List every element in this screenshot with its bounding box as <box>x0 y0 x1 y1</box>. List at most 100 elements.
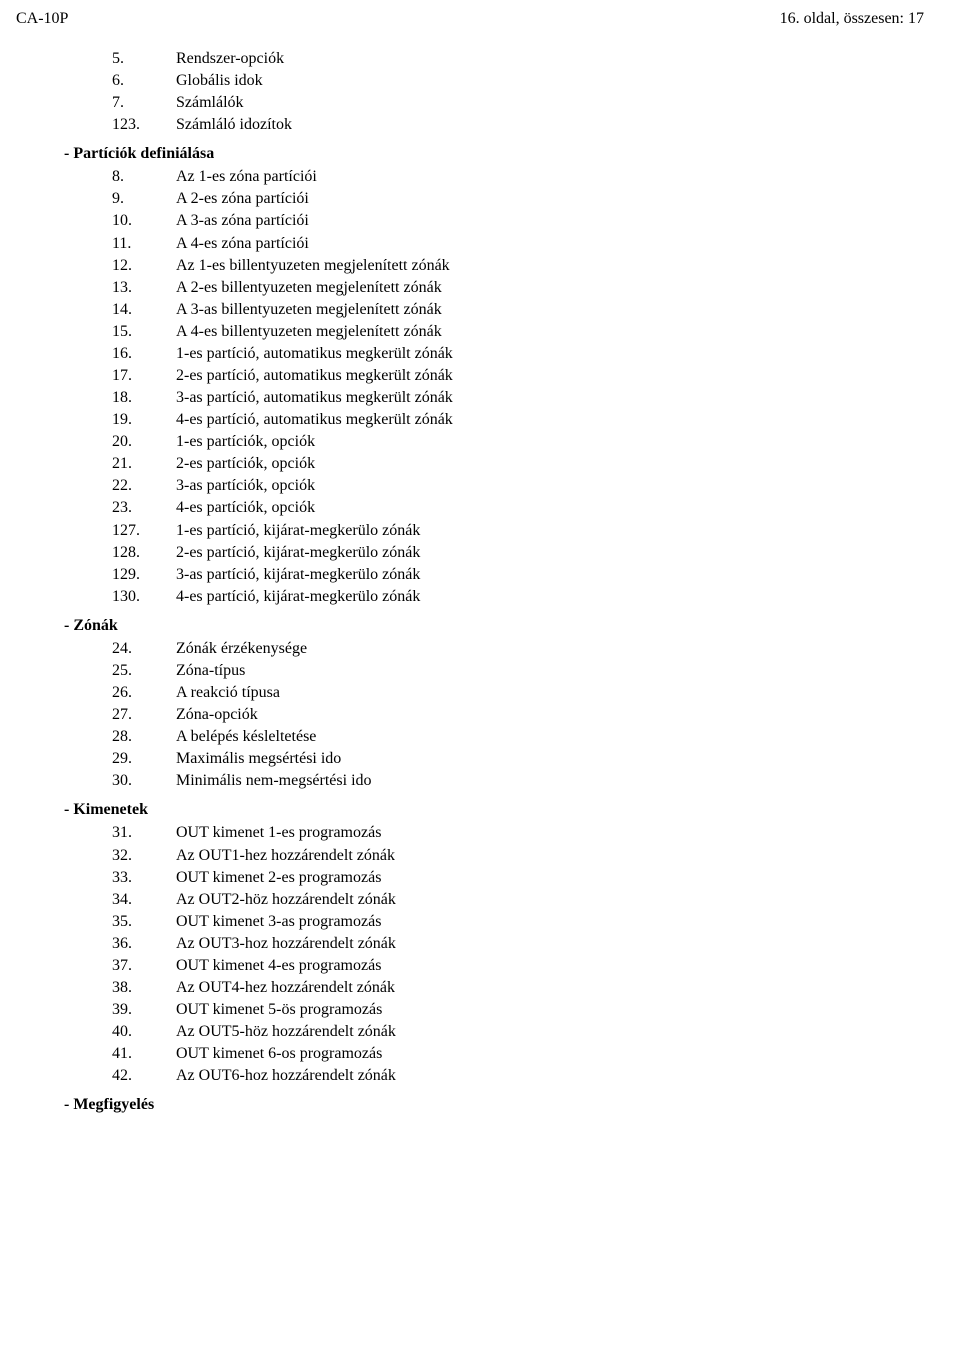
list-item: 7.Számlálók <box>112 92 924 114</box>
list-item: 33.OUT kimenet 2-es programozás <box>112 867 924 889</box>
section-title: - Zónák <box>64 614 924 638</box>
list-item: 130.4-es partíció, kijárat-megkerülo zón… <box>112 586 924 608</box>
list-item: 36.Az OUT3-hoz hozzárendelt zónák <box>112 933 924 955</box>
list-item: 129.3-as partíció, kijárat-megkerülo zón… <box>112 564 924 586</box>
item-number: 12. <box>112 255 176 277</box>
item-number: 31. <box>112 822 176 844</box>
list-item: 20.1-es partíciók, opciók <box>112 431 924 453</box>
item-number: 19. <box>112 409 176 431</box>
item-text: A 3-as billentyuzeten megjelenített zóná… <box>176 299 924 321</box>
item-number: 15. <box>112 321 176 343</box>
item-text: 4-es partíciók, opciók <box>176 497 924 519</box>
item-number: 128. <box>112 542 176 564</box>
item-text: OUT kimenet 4-es programozás <box>176 955 924 977</box>
list-item: 123.Számláló idozítok <box>112 114 924 136</box>
item-text: Zóna-típus <box>176 660 924 682</box>
item-text: Az OUT5-höz hozzárendelt zónák <box>176 1021 924 1043</box>
list-item: 21.2-es partíciók, opciók <box>112 453 924 475</box>
list-item: 25.Zóna-típus <box>112 660 924 682</box>
page-header: CA-10P 16. oldal, összesen: 17 <box>16 10 924 28</box>
item-text: 3-as partíciók, opciók <box>176 475 924 497</box>
list-item: 42.Az OUT6-hoz hozzárendelt zónák <box>112 1065 924 1087</box>
item-number: 23. <box>112 497 176 519</box>
item-number: 36. <box>112 933 176 955</box>
section-kimenetek: - Kimenetek 31.OUT kimenet 1-es programo… <box>16 798 924 1087</box>
item-text: 2-es partíciók, opciók <box>176 453 924 475</box>
item-text: Zónák érzékenysége <box>176 638 924 660</box>
item-number: 10. <box>112 210 176 232</box>
item-text: 1-es partíciók, opciók <box>176 431 924 453</box>
item-number: 21. <box>112 453 176 475</box>
list-item: 37.OUT kimenet 4-es programozás <box>112 955 924 977</box>
item-number: 14. <box>112 299 176 321</box>
item-number: 24. <box>112 638 176 660</box>
item-number: 11. <box>112 233 176 255</box>
item-text: OUT kimenet 2-es programozás <box>176 867 924 889</box>
item-number: 39. <box>112 999 176 1021</box>
list-item: 5.Rendszer-opciók <box>112 48 924 70</box>
list-item: 24.Zónák érzékenysége <box>112 638 924 660</box>
list-item: 9.A 2-es zóna partíciói <box>112 188 924 210</box>
item-text: Globális idok <box>176 70 924 92</box>
item-number: 9. <box>112 188 176 210</box>
list-item: 27.Zóna-opciók <box>112 704 924 726</box>
item-number: 27. <box>112 704 176 726</box>
item-text: A 4-es zóna partíciói <box>176 233 924 255</box>
item-number: 33. <box>112 867 176 889</box>
item-number: 7. <box>112 92 176 114</box>
item-number: 123. <box>112 114 176 136</box>
list-item: 128.2-es partíció, kijárat-megkerülo zón… <box>112 542 924 564</box>
item-text: Zóna-opciók <box>176 704 924 726</box>
section-particok: - Partíciók definiálása 8.Az 1-es zóna p… <box>16 142 924 608</box>
item-text: Számláló idozítok <box>176 114 924 136</box>
item-text: Rendszer-opciók <box>176 48 924 70</box>
page: CA-10P 16. oldal, összesen: 17 5.Rendsze… <box>0 0 960 1143</box>
item-text: A belépés késleltetése <box>176 726 924 748</box>
header-left: CA-10P <box>16 10 68 28</box>
item-text: Számlálók <box>176 92 924 114</box>
item-text: 4-es partíció, kijárat-megkerülo zónák <box>176 586 924 608</box>
item-text: Az OUT3-hoz hozzárendelt zónák <box>176 933 924 955</box>
item-number: 35. <box>112 911 176 933</box>
list-item: 18.3-as partíció, automatikus megkerült … <box>112 387 924 409</box>
list-item: 127.1-es partíció, kijárat-megkerülo zón… <box>112 520 924 542</box>
item-text: OUT kimenet 3-as programozás <box>176 911 924 933</box>
list-item: 31.OUT kimenet 1-es programozás <box>112 822 924 844</box>
item-text: 2-es partíció, kijárat-megkerülo zónák <box>176 542 924 564</box>
item-number: 38. <box>112 977 176 999</box>
list-item: 19.4-es partíció, automatikus megkerült … <box>112 409 924 431</box>
item-text: Az OUT4-hez hozzárendelt zónák <box>176 977 924 999</box>
item-text: 3-as partíció, automatikus megkerült zón… <box>176 387 924 409</box>
item-number: 127. <box>112 520 176 542</box>
list-item: 23.4-es partíciók, opciók <box>112 497 924 519</box>
item-number: 129. <box>112 564 176 586</box>
list-item: 40.Az OUT5-höz hozzárendelt zónák <box>112 1021 924 1043</box>
item-text: Az 1-es billentyuzeten megjelenített zón… <box>176 255 924 277</box>
list-item: 11.A 4-es zóna partíciói <box>112 233 924 255</box>
item-text: 3-as partíció, kijárat-megkerülo zónák <box>176 564 924 586</box>
item-number: 13. <box>112 277 176 299</box>
item-number: 37. <box>112 955 176 977</box>
list-item: 16.1-es partíció, automatikus megkerült … <box>112 343 924 365</box>
list-item: 38.Az OUT4-hez hozzárendelt zónák <box>112 977 924 999</box>
item-text: OUT kimenet 5-ös programozás <box>176 999 924 1021</box>
item-number: 32. <box>112 845 176 867</box>
item-text: Az OUT2-höz hozzárendelt zónák <box>176 889 924 911</box>
item-text: A 4-es billentyuzeten megjelenített zóná… <box>176 321 924 343</box>
list-item: 17.2-es partíció, automatikus megkerült … <box>112 365 924 387</box>
list-item: 15.A 4-es billentyuzeten megjelenített z… <box>112 321 924 343</box>
item-text: 2-es partíció, automatikus megkerült zón… <box>176 365 924 387</box>
item-text: Az 1-es zóna partíciói <box>176 166 924 188</box>
item-text: Az OUT1-hez hozzárendelt zónák <box>176 845 924 867</box>
header-right: 16. oldal, összesen: 17 <box>780 10 924 28</box>
item-number: 25. <box>112 660 176 682</box>
item-number: 8. <box>112 166 176 188</box>
item-number: 34. <box>112 889 176 911</box>
list-item: 30.Minimális nem-megsértési ido <box>112 770 924 792</box>
item-text: A reakció típusa <box>176 682 924 704</box>
list-item: 6.Globális idok <box>112 70 924 92</box>
item-text: Az OUT6-hoz hozzárendelt zónák <box>176 1065 924 1087</box>
list-item: 34.Az OUT2-höz hozzárendelt zónák <box>112 889 924 911</box>
item-number: 5. <box>112 48 176 70</box>
item-text: 1-es partíció, kijárat-megkerülo zónák <box>176 520 924 542</box>
